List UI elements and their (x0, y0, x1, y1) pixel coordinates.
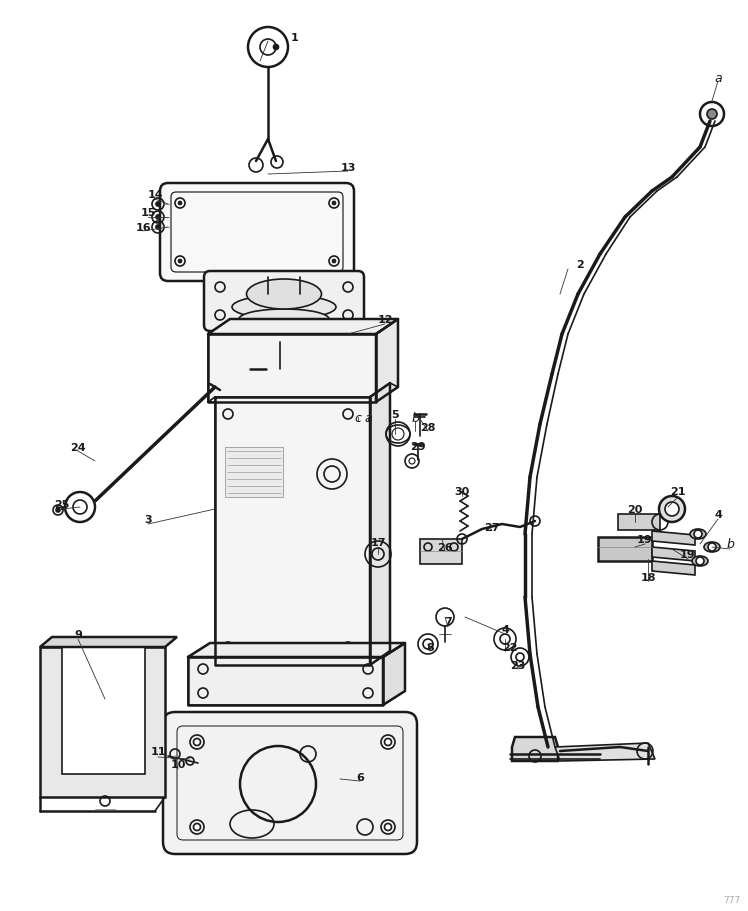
Text: 24: 24 (70, 443, 86, 453)
Circle shape (178, 260, 182, 263)
Text: 25: 25 (55, 499, 70, 509)
Ellipse shape (692, 557, 708, 567)
Circle shape (56, 508, 60, 512)
Ellipse shape (246, 321, 322, 339)
Polygon shape (383, 643, 405, 705)
Circle shape (659, 496, 685, 522)
Text: 27: 27 (484, 522, 500, 532)
Circle shape (156, 202, 161, 208)
Text: c: c (355, 411, 361, 424)
Text: b: b (726, 537, 734, 551)
Text: 28: 28 (420, 423, 436, 433)
Circle shape (332, 260, 336, 263)
Polygon shape (376, 320, 398, 403)
Text: 18: 18 (640, 572, 656, 582)
Polygon shape (512, 737, 558, 762)
Text: 2: 2 (576, 260, 584, 270)
Text: b: b (411, 411, 419, 424)
Polygon shape (225, 447, 283, 497)
Ellipse shape (252, 332, 316, 348)
Text: 16: 16 (135, 223, 151, 232)
Circle shape (274, 46, 278, 50)
Polygon shape (40, 648, 165, 797)
Text: 4: 4 (501, 624, 509, 634)
Text: 17: 17 (370, 537, 386, 548)
Polygon shape (618, 515, 660, 530)
Text: 7: 7 (444, 617, 452, 627)
Circle shape (694, 530, 702, 538)
Ellipse shape (704, 542, 720, 552)
Polygon shape (188, 643, 405, 657)
Text: 19: 19 (680, 549, 696, 559)
Circle shape (384, 739, 391, 746)
Circle shape (707, 110, 717, 120)
Text: 21: 21 (670, 486, 686, 496)
Polygon shape (555, 743, 655, 762)
Polygon shape (420, 539, 462, 565)
Text: 4: 4 (714, 509, 722, 519)
Circle shape (665, 503, 679, 517)
Circle shape (156, 225, 161, 230)
Polygon shape (215, 397, 370, 665)
Text: a: a (364, 411, 372, 424)
Text: 3: 3 (144, 515, 152, 525)
Text: 10: 10 (171, 759, 186, 769)
Text: 14: 14 (147, 189, 163, 200)
Text: 13: 13 (340, 163, 356, 173)
Text: 8: 8 (426, 642, 434, 652)
Circle shape (384, 824, 391, 831)
Polygon shape (62, 648, 145, 774)
Circle shape (708, 543, 716, 551)
Text: 15: 15 (141, 208, 156, 218)
Text: 20: 20 (628, 505, 643, 515)
Text: 1: 1 (291, 33, 299, 43)
Ellipse shape (239, 310, 329, 330)
FancyBboxPatch shape (160, 184, 354, 281)
Ellipse shape (690, 529, 706, 539)
FancyBboxPatch shape (163, 712, 417, 854)
Text: 5: 5 (391, 410, 399, 420)
Ellipse shape (232, 296, 336, 320)
Polygon shape (40, 638, 177, 648)
Text: 6: 6 (356, 773, 364, 783)
Text: 9: 9 (74, 630, 82, 640)
Polygon shape (652, 531, 695, 546)
Text: 26: 26 (437, 542, 453, 552)
Polygon shape (652, 548, 695, 561)
Circle shape (696, 558, 704, 566)
Text: a: a (714, 71, 722, 85)
Polygon shape (598, 537, 652, 561)
Circle shape (156, 215, 161, 220)
Polygon shape (208, 320, 398, 334)
Text: 777: 777 (723, 895, 740, 904)
Text: 19: 19 (637, 535, 653, 545)
Polygon shape (370, 384, 390, 665)
Text: 29: 29 (410, 442, 426, 452)
Circle shape (332, 201, 336, 206)
Circle shape (178, 201, 182, 206)
Text: 23: 23 (510, 660, 526, 670)
Text: 12: 12 (377, 314, 393, 324)
Polygon shape (208, 334, 376, 403)
Text: 11: 11 (150, 746, 166, 756)
FancyBboxPatch shape (204, 271, 364, 332)
Text: 30: 30 (454, 486, 470, 496)
Circle shape (194, 824, 200, 831)
Polygon shape (188, 657, 383, 705)
Circle shape (194, 739, 200, 746)
Polygon shape (652, 561, 695, 576)
Text: 22: 22 (502, 642, 518, 652)
Ellipse shape (247, 280, 322, 310)
